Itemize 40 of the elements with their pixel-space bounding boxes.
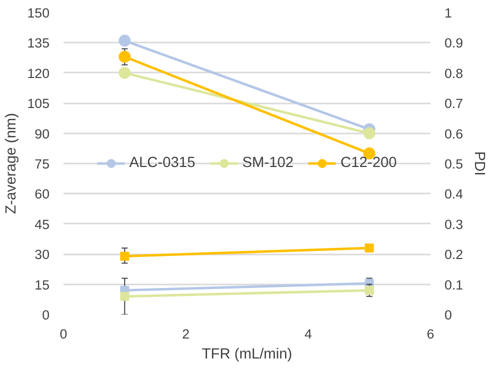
- y2-tick-label: 0.1: [444, 277, 464, 292]
- y-tick-label: 75: [34, 156, 50, 172]
- y-tick-label: 135: [27, 36, 50, 51]
- y2-tick-label: 0.6: [444, 126, 464, 142]
- y-tick-label: 0: [42, 308, 50, 322]
- point: [120, 292, 130, 301]
- legend-label: SM-102: [242, 155, 294, 171]
- point: [118, 50, 131, 63]
- legend-label: ALC-0315: [129, 155, 196, 171]
- y2-tick-label: 0.4: [444, 186, 464, 202]
- y-tick-label: 30: [34, 247, 50, 262]
- point: [364, 286, 374, 295]
- y-tick-label: 60: [34, 186, 50, 202]
- x-axis-title: TFR (mL/min): [202, 346, 292, 362]
- y2-tick-label: 0: [444, 308, 452, 322]
- y-tick-label: 150: [27, 6, 50, 20]
- y-tick-label: 90: [34, 126, 50, 142]
- x-tick-label: 2: [182, 326, 190, 342]
- x-tick-label: 4: [304, 326, 312, 342]
- y2-tick-label: 0.7: [444, 96, 464, 112]
- y2-tick-label: 0.9: [444, 36, 464, 51]
- y-tick-label: 15: [34, 277, 50, 292]
- point: [118, 34, 131, 47]
- y-tick-label: 105: [27, 96, 50, 112]
- x-tick-label: 6: [426, 326, 434, 342]
- y2-tick-label: 1: [444, 6, 452, 20]
- legend-label: C12-200: [340, 155, 397, 171]
- y-tick-label: 120: [27, 66, 50, 81]
- x-tick-label: 0: [60, 326, 68, 342]
- point: [363, 127, 376, 140]
- y-tick-label: 45: [34, 216, 50, 232]
- y2-tick-label: 0.3: [444, 216, 464, 232]
- y2-tick-label: 0.2: [444, 247, 464, 262]
- y2-tick-label: 0.5: [444, 156, 464, 172]
- point: [364, 244, 374, 253]
- y2-axis-title: PDI: [471, 151, 488, 176]
- y-axis-title: Z-average (nm): [3, 112, 20, 214]
- y2-tick-label: 0.8: [444, 66, 464, 81]
- point: [118, 66, 131, 79]
- point: [120, 252, 130, 261]
